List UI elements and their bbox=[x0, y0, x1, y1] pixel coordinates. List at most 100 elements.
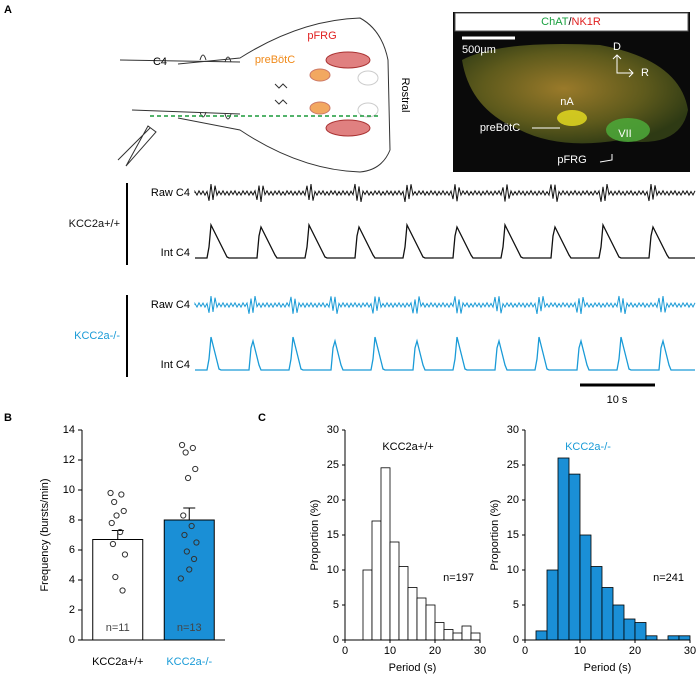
prebotc-oval bbox=[309, 101, 331, 115]
annotation: n=241 bbox=[653, 572, 684, 584]
histogram-bar bbox=[416, 597, 427, 641]
n-label: n=11 bbox=[106, 622, 130, 634]
chart-title: KCC2a+/+ bbox=[382, 441, 433, 453]
data-point bbox=[120, 507, 127, 515]
x-tick-label: 10 bbox=[384, 645, 396, 657]
x-tick-label: 0 bbox=[522, 645, 528, 657]
x-tick-label: 20 bbox=[429, 645, 441, 657]
annotation: n=197 bbox=[443, 572, 474, 584]
x-axis-label: Period (s) bbox=[584, 662, 632, 674]
x-tick-label: 10 bbox=[574, 645, 586, 657]
histogram-bar bbox=[380, 467, 391, 641]
title-box bbox=[454, 12, 689, 32]
raw-trace bbox=[194, 295, 696, 315]
y-tick-label: 4 bbox=[69, 574, 75, 586]
micrograph-label: R bbox=[641, 67, 649, 79]
y-tick-label: 0 bbox=[513, 634, 519, 646]
y-tick-label: 30 bbox=[507, 424, 519, 436]
histogram-bar bbox=[557, 457, 570, 641]
histogram-bar bbox=[601, 587, 614, 641]
histogram-bar bbox=[470, 632, 481, 641]
y-tick-label: 20 bbox=[327, 494, 339, 506]
data-point bbox=[113, 512, 120, 519]
schematic bbox=[117, 17, 391, 173]
y-tick-label: 15 bbox=[327, 529, 339, 541]
histogram-bar bbox=[590, 566, 603, 641]
root-lower bbox=[131, 109, 241, 115]
histogram-bar bbox=[452, 632, 463, 641]
histogram-bar bbox=[407, 587, 418, 641]
histogram-bar bbox=[362, 569, 373, 641]
data-point bbox=[193, 539, 200, 546]
data-point bbox=[112, 573, 119, 581]
y-tick-label: 10 bbox=[63, 484, 75, 496]
data-point bbox=[192, 465, 199, 473]
histogram-bar bbox=[461, 625, 472, 641]
x-tick-label: 0 bbox=[342, 645, 348, 657]
y-tick-label: 5 bbox=[513, 599, 519, 611]
histogram-bar bbox=[443, 629, 454, 641]
trace-label: Raw C4 bbox=[151, 187, 190, 199]
y-tick-label: 0 bbox=[69, 634, 75, 646]
y-tick-label: 10 bbox=[327, 564, 339, 576]
histogram-bar bbox=[371, 520, 382, 641]
panel-label: C bbox=[258, 412, 266, 424]
histogram-bar bbox=[434, 622, 445, 641]
y-tick-label: 25 bbox=[327, 459, 339, 471]
data-point bbox=[188, 522, 195, 530]
y-tick-label: 20 bbox=[507, 494, 519, 506]
micrograph-label: 500µm bbox=[462, 44, 496, 56]
chart-title: KCC2a-/- bbox=[565, 441, 611, 453]
integrated-trace bbox=[195, 336, 695, 371]
x-axis-label: Period (s) bbox=[389, 662, 437, 674]
histogram-bar bbox=[612, 604, 625, 641]
x-tick-label: 30 bbox=[684, 645, 696, 657]
histogram-bar bbox=[568, 473, 581, 641]
data-point bbox=[118, 491, 125, 498]
data-point bbox=[117, 528, 124, 536]
data-point bbox=[184, 474, 192, 482]
x-tick-label: 30 bbox=[474, 645, 486, 657]
panel-label: B bbox=[4, 412, 12, 424]
y-tick-label: 12 bbox=[63, 454, 75, 466]
y-axis-label: Proportion (%) bbox=[309, 500, 321, 571]
root-upper bbox=[119, 59, 241, 63]
data-point bbox=[182, 449, 189, 456]
histogram-bar bbox=[667, 635, 680, 641]
raw-trace bbox=[194, 183, 696, 203]
data-point bbox=[190, 555, 198, 563]
micrograph-label: pFRG bbox=[557, 154, 586, 166]
data-point bbox=[180, 512, 187, 519]
data-point bbox=[189, 444, 196, 452]
y-tick-label: 8 bbox=[69, 514, 75, 526]
data-point bbox=[108, 519, 115, 527]
pfrg-oval bbox=[325, 51, 371, 69]
data-point bbox=[178, 441, 186, 449]
x-tick-label: KCC2a-/- bbox=[166, 656, 212, 668]
y-axis-label: Frequency (bursts/min) bbox=[39, 478, 51, 591]
data-point bbox=[183, 548, 190, 555]
facial-oval bbox=[357, 70, 379, 86]
y-tick-label: 2 bbox=[69, 604, 75, 616]
micrograph-title: ChAT/NK1R bbox=[541, 16, 601, 28]
y-tick-label: 5 bbox=[333, 599, 339, 611]
data-point bbox=[109, 540, 117, 548]
histogram-bar bbox=[623, 618, 636, 641]
micrograph-label: VII bbox=[618, 128, 631, 140]
micrograph-label: preBötC bbox=[480, 122, 520, 134]
data-point bbox=[181, 531, 188, 539]
histogram-bar bbox=[645, 635, 658, 641]
facial-oval bbox=[357, 102, 379, 118]
data-point bbox=[121, 551, 129, 558]
pointer bbox=[532, 127, 613, 163]
histogram-bar bbox=[634, 622, 647, 641]
orientation-arrows bbox=[612, 54, 634, 78]
y-tick-label: 25 bbox=[507, 459, 519, 471]
n-label: n=13 bbox=[177, 622, 202, 634]
pfrg-oval bbox=[325, 119, 371, 137]
panel-label: A bbox=[4, 4, 12, 16]
time-scale-label: 10 s bbox=[607, 394, 628, 406]
histogram-bar bbox=[398, 566, 409, 641]
x-tick-label: KCC2a+/+ bbox=[92, 656, 143, 668]
